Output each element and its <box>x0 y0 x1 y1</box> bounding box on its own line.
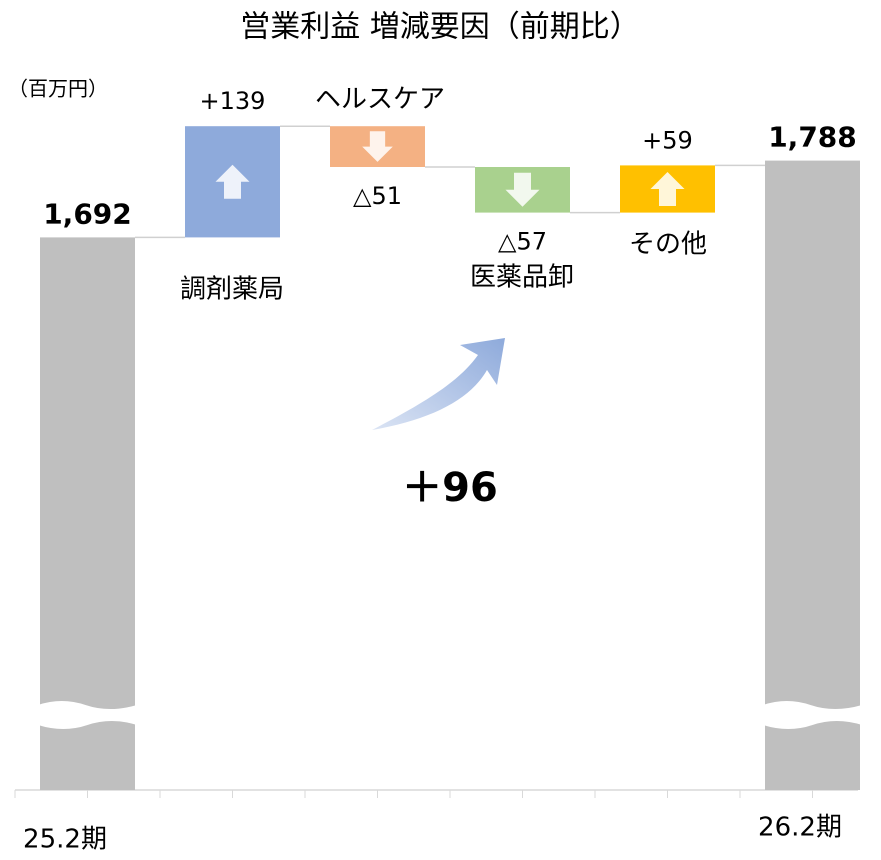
bar-arrow <box>650 172 685 206</box>
value-label: △57 <box>498 228 547 256</box>
annotation: ＋96 <box>402 465 498 511</box>
category-label: 医薬品卸 <box>470 263 574 293</box>
bar <box>40 237 135 790</box>
value-label: +59 <box>642 126 693 154</box>
category-label: 調剤薬局 <box>180 275 284 305</box>
bar-arrow <box>215 164 250 199</box>
bar-arrow <box>505 172 540 207</box>
trend-arrow <box>372 338 505 430</box>
value-label: 1,788 <box>768 121 857 154</box>
axis-break <box>38 701 137 729</box>
value-label: 1,692 <box>43 197 132 230</box>
chart-title: 営業利益 増減要因（前期比） <box>240 10 640 45</box>
category-label: ヘルスケア <box>315 85 445 115</box>
axis-break <box>763 701 862 729</box>
bar <box>765 160 860 791</box>
x-tick-label: 26.2期 <box>758 813 842 843</box>
x-tick-label: 25.2期 <box>23 825 107 855</box>
bar-arrow <box>362 131 393 162</box>
value-label: +139 <box>200 87 266 115</box>
unit-label: （百万円） <box>8 77 108 101</box>
category-label: その他 <box>629 230 707 260</box>
value-label: △51 <box>353 182 402 210</box>
